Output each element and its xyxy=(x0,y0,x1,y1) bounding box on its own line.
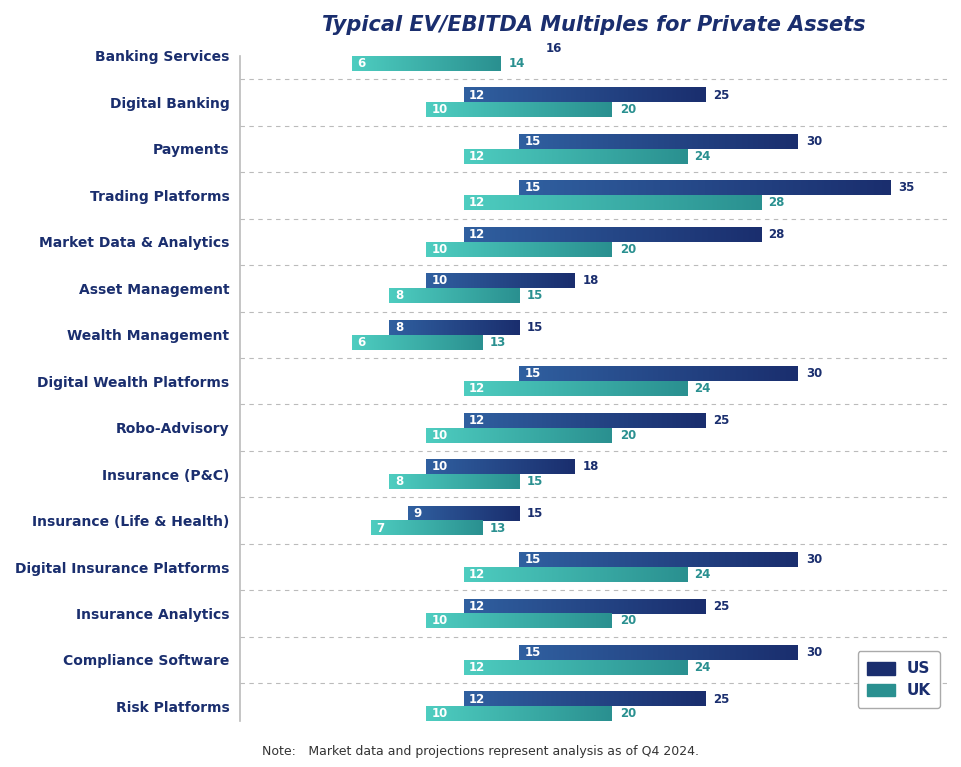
Text: 18: 18 xyxy=(582,460,599,473)
Text: 9: 9 xyxy=(413,507,421,520)
Text: 7: 7 xyxy=(376,522,384,535)
Text: 10: 10 xyxy=(431,429,448,442)
Text: 24: 24 xyxy=(694,661,710,674)
Text: 25: 25 xyxy=(712,693,728,706)
Text: 28: 28 xyxy=(768,196,784,209)
Text: 12: 12 xyxy=(469,228,485,241)
Text: 25: 25 xyxy=(712,413,728,426)
Text: 10: 10 xyxy=(431,104,448,117)
Text: 10: 10 xyxy=(431,614,448,627)
Title: Typical EV/EBITDA Multiples for Private Assets: Typical EV/EBITDA Multiples for Private … xyxy=(322,15,865,35)
Legend: US, UK: US, UK xyxy=(856,651,939,708)
Text: 15: 15 xyxy=(527,289,543,302)
Text: 8: 8 xyxy=(394,475,403,488)
Text: 12: 12 xyxy=(469,150,485,163)
Text: 14: 14 xyxy=(507,57,524,70)
Text: 30: 30 xyxy=(805,553,821,566)
Text: 15: 15 xyxy=(527,475,543,488)
Text: 12: 12 xyxy=(469,693,485,706)
Text: 8: 8 xyxy=(394,321,403,334)
Text: 12: 12 xyxy=(469,413,485,426)
Text: 12: 12 xyxy=(469,661,485,674)
Text: 28: 28 xyxy=(768,228,784,241)
Text: 24: 24 xyxy=(694,150,710,163)
Text: 12: 12 xyxy=(469,88,485,101)
Text: 10: 10 xyxy=(431,275,448,288)
Text: 16: 16 xyxy=(545,42,561,55)
Text: 15: 15 xyxy=(525,182,541,195)
Text: 15: 15 xyxy=(525,646,541,659)
Text: 15: 15 xyxy=(527,507,543,520)
Text: 6: 6 xyxy=(357,57,365,70)
Text: 8: 8 xyxy=(394,289,403,302)
Text: 12: 12 xyxy=(469,600,485,613)
Text: 12: 12 xyxy=(469,568,485,581)
Text: 20: 20 xyxy=(619,104,635,117)
Text: 20: 20 xyxy=(619,429,635,442)
Text: 15: 15 xyxy=(525,553,541,566)
Text: 30: 30 xyxy=(805,135,821,148)
Text: 9: 9 xyxy=(413,42,421,55)
Text: 30: 30 xyxy=(805,646,821,659)
Text: 20: 20 xyxy=(619,243,635,255)
Text: 6: 6 xyxy=(357,336,365,349)
Text: 13: 13 xyxy=(489,522,505,535)
Text: 12: 12 xyxy=(469,382,485,395)
Text: 30: 30 xyxy=(805,367,821,380)
Text: 12: 12 xyxy=(469,196,485,209)
Text: 24: 24 xyxy=(694,382,710,395)
Text: 10: 10 xyxy=(431,243,448,255)
Text: 20: 20 xyxy=(619,707,635,720)
Text: 35: 35 xyxy=(898,182,914,195)
Text: 25: 25 xyxy=(712,88,728,101)
Text: 18: 18 xyxy=(582,275,599,288)
Text: 25: 25 xyxy=(712,600,728,613)
Text: 24: 24 xyxy=(694,568,710,581)
Text: Note: Market data and projections represent analysis as of Q4 2024.: Note: Market data and projections repres… xyxy=(262,746,699,759)
Text: 13: 13 xyxy=(489,336,505,349)
Text: 10: 10 xyxy=(431,460,448,473)
Text: 15: 15 xyxy=(525,367,541,380)
Text: 15: 15 xyxy=(527,321,543,334)
Text: 15: 15 xyxy=(525,135,541,148)
Text: 20: 20 xyxy=(619,614,635,627)
Text: 10: 10 xyxy=(431,707,448,720)
